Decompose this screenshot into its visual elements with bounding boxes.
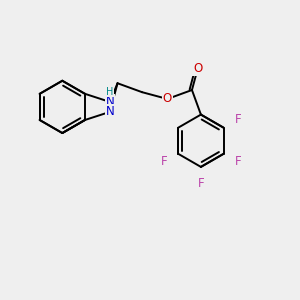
Text: O: O [163,92,172,106]
Text: F: F [234,113,241,126]
Text: N: N [106,105,114,119]
Text: N: N [106,95,114,108]
Text: H: H [106,86,113,97]
Text: F: F [198,177,204,190]
Text: F: F [161,155,167,169]
Text: O: O [193,62,202,75]
Text: F: F [234,155,241,169]
